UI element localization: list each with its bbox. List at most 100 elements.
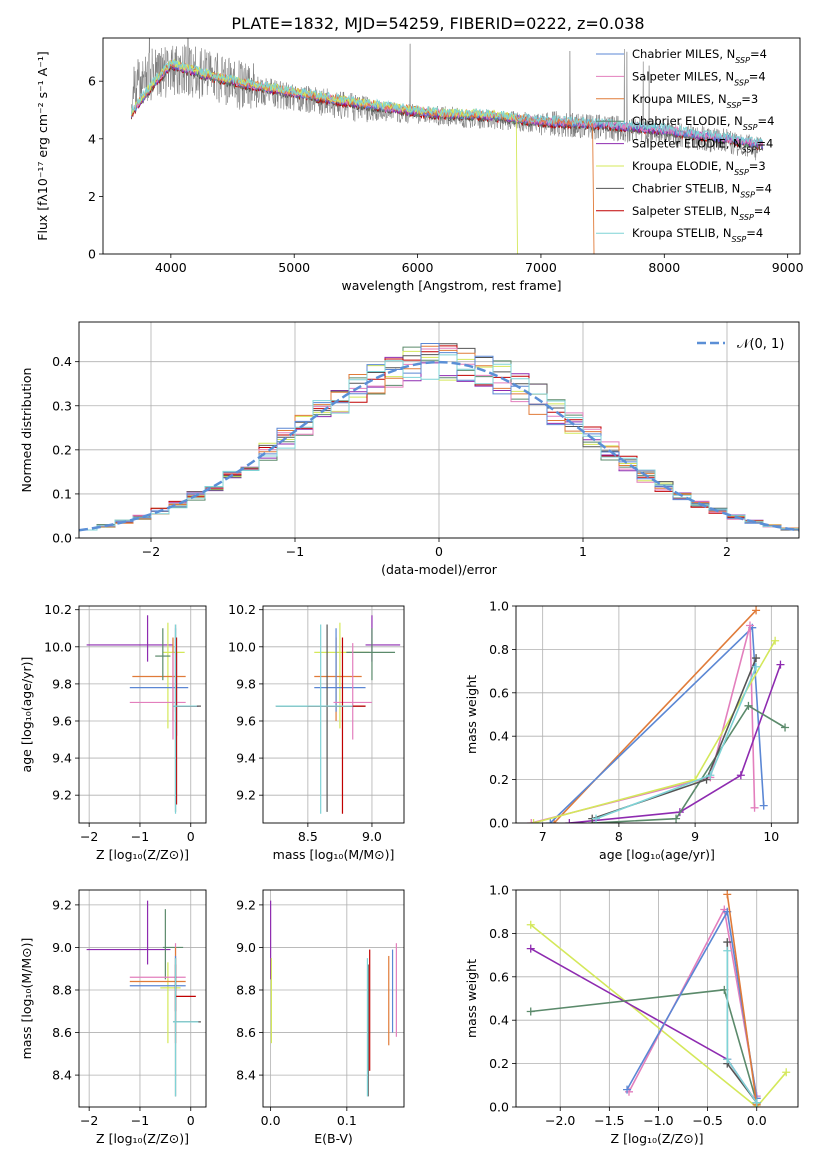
age-vs-metallicity-panel: −2 −1 0 9.2 9.4 9.6 9.8 10.0 10.2 Z [log₁₀(Z/Z⊙)]…: [19, 602, 207, 862]
y-tick-label: 9.2: [236, 897, 256, 912]
y-tick-label: 10.0: [44, 639, 72, 654]
plot-area: [526, 890, 791, 1107]
data-point: [750, 803, 759, 812]
y-tick-label: 0.2: [489, 1056, 509, 1071]
errorbar-salpeter-elodie: [86, 900, 171, 965]
y-tick-label: 0.3: [52, 398, 72, 413]
data-point: [592, 814, 601, 823]
errorbar-kroupa-elodie: [160, 962, 181, 1044]
data-point: [752, 606, 761, 615]
x-tick-label: −2: [80, 1113, 98, 1128]
y-tick-label: 9.4: [52, 751, 72, 766]
x-tick-label: −2.0: [545, 1113, 575, 1128]
x-tick-label: 1: [579, 544, 587, 559]
y-tick-label: 0.8: [489, 642, 509, 657]
axes-frame: [262, 605, 405, 824]
data-point: [526, 944, 535, 953]
x-tick-label: 8.5: [298, 829, 318, 844]
y-tick-label: 0.1: [52, 486, 72, 501]
y-tick-label: 0.4: [489, 1013, 509, 1028]
y-tick-label: 9.8: [236, 676, 256, 691]
x-tick-label: 8000: [648, 260, 680, 275]
y-tick-label: 0.0: [52, 531, 72, 546]
axes-frame: [515, 605, 799, 824]
x-tick-label: 5000: [278, 260, 310, 275]
y-axis-label: mass [log₁₀(M/M⊙)]: [19, 938, 34, 1060]
y-tick-label: 0: [88, 247, 96, 262]
y-tick-label: 10.0: [228, 639, 256, 654]
legend-entry: Chabrier ELODIE, NSSP=4: [632, 114, 774, 132]
data-point: [776, 660, 785, 669]
data-point: [782, 1068, 791, 1077]
series-line: [592, 704, 786, 823]
y-tick-label: 1.0: [489, 883, 509, 898]
series-kroupa-stelib: [592, 662, 761, 823]
x-tick-label: 0: [435, 544, 443, 559]
legend-entry: 𝒩(0, 1): [737, 337, 784, 352]
grid: [79, 890, 206, 1107]
data-point: [781, 723, 790, 732]
y-tick-label: 8.4: [236, 1068, 256, 1083]
y-tick-label: 0.4: [489, 729, 509, 744]
data-point: [529, 819, 538, 823]
data-point: [526, 920, 535, 929]
y-tick-label: 0.2: [52, 442, 72, 457]
x-tick-label: 0: [187, 829, 195, 844]
x-tick-label: −2: [142, 544, 160, 559]
x-tick-label: 0.0: [747, 1113, 767, 1128]
errorbar-salpeter-miles: [333, 643, 372, 740]
observed-spectrum: [131, 38, 763, 161]
series-kroupa-stelib: [723, 946, 761, 1107]
y-tick-label: 0.2: [489, 772, 509, 787]
axes-frame: [78, 605, 207, 824]
legend: 𝒩(0, 1): [697, 337, 784, 352]
legend-entry: Salpeter MILES, NSSP=4: [632, 69, 766, 87]
y-tick-label: 0.4: [52, 354, 72, 369]
legend-entry: Kroupa STELIB, NSSP=4: [632, 226, 763, 244]
y-tick-label: 1.0: [489, 599, 509, 614]
data-point: [723, 938, 732, 947]
x-tick-label: 0: [187, 1113, 195, 1128]
axes-frame: [262, 889, 405, 1108]
series-line: [530, 924, 787, 1107]
data-point: [706, 771, 715, 780]
figure-title: PLATE=1832, MJD=54259, FIBERID=0222, z=0…: [231, 14, 644, 33]
data-point: [752, 662, 761, 671]
x-tick-label: −1.5: [594, 1113, 624, 1128]
x-axis-label: Z [log₁₀(Z/Z⊙)]: [96, 847, 189, 862]
x-tick-label: 4000: [155, 260, 187, 275]
x-tick-label: 9.0: [362, 829, 382, 844]
x-tick-label: 9000: [772, 260, 804, 275]
y-tick-label: 8.4: [52, 1068, 72, 1083]
histogram-chabrier-miles: [79, 343, 799, 538]
legend-entry: Salpeter STELIB, NSSP=4: [632, 204, 771, 222]
y-axis-label: Flux [fλ10⁻¹⁷ erg cm⁻² s⁻¹ A⁻¹]: [35, 51, 50, 240]
x-tick-label: 0.1: [337, 1113, 357, 1128]
y-tick-label: 8.6: [52, 1025, 72, 1040]
errorbar-kroupa-stelib: [172, 624, 197, 814]
y-tick-label: 9.2: [52, 897, 72, 912]
age-vs-mass-panel: 8.5 9.0 9.2 9.4 9.6 9.8 10.0 10.2 mass [log₁₀(M/…: [228, 602, 405, 862]
x-tick-label: 6000: [402, 260, 434, 275]
x-axis-label: age [log₁₀(age/yr)]: [599, 847, 715, 862]
x-tick-label: 8: [615, 829, 623, 844]
plot-area: [130, 38, 764, 254]
x-tick-label: 10: [763, 829, 779, 844]
plot-area: [86, 900, 201, 1097]
data-point: [527, 819, 536, 823]
data-point: [565, 819, 574, 823]
weight-vs-metallicity-panel: −2.0 −1.5 −1.0 −0.5 0.0 0.0 0.2 0.4 0.6 0.8 1.0 Z […: [464, 883, 799, 1146]
x-tick-label: 0.0: [261, 1113, 281, 1128]
x-tick-label: −1.0: [643, 1113, 673, 1128]
errorbar-chabrier-elodie: [155, 628, 171, 681]
x-tick-label: −0.5: [692, 1113, 722, 1128]
grid: [79, 606, 206, 823]
data-point: [752, 1098, 761, 1107]
data-point: [771, 636, 780, 645]
y-tick-label: 0.0: [489, 816, 509, 831]
y-tick-label: 10.2: [228, 602, 256, 617]
y-axis-label: Normed distribution: [19, 368, 34, 493]
plot-area: [270, 900, 397, 1097]
plot-area: [527, 606, 790, 823]
